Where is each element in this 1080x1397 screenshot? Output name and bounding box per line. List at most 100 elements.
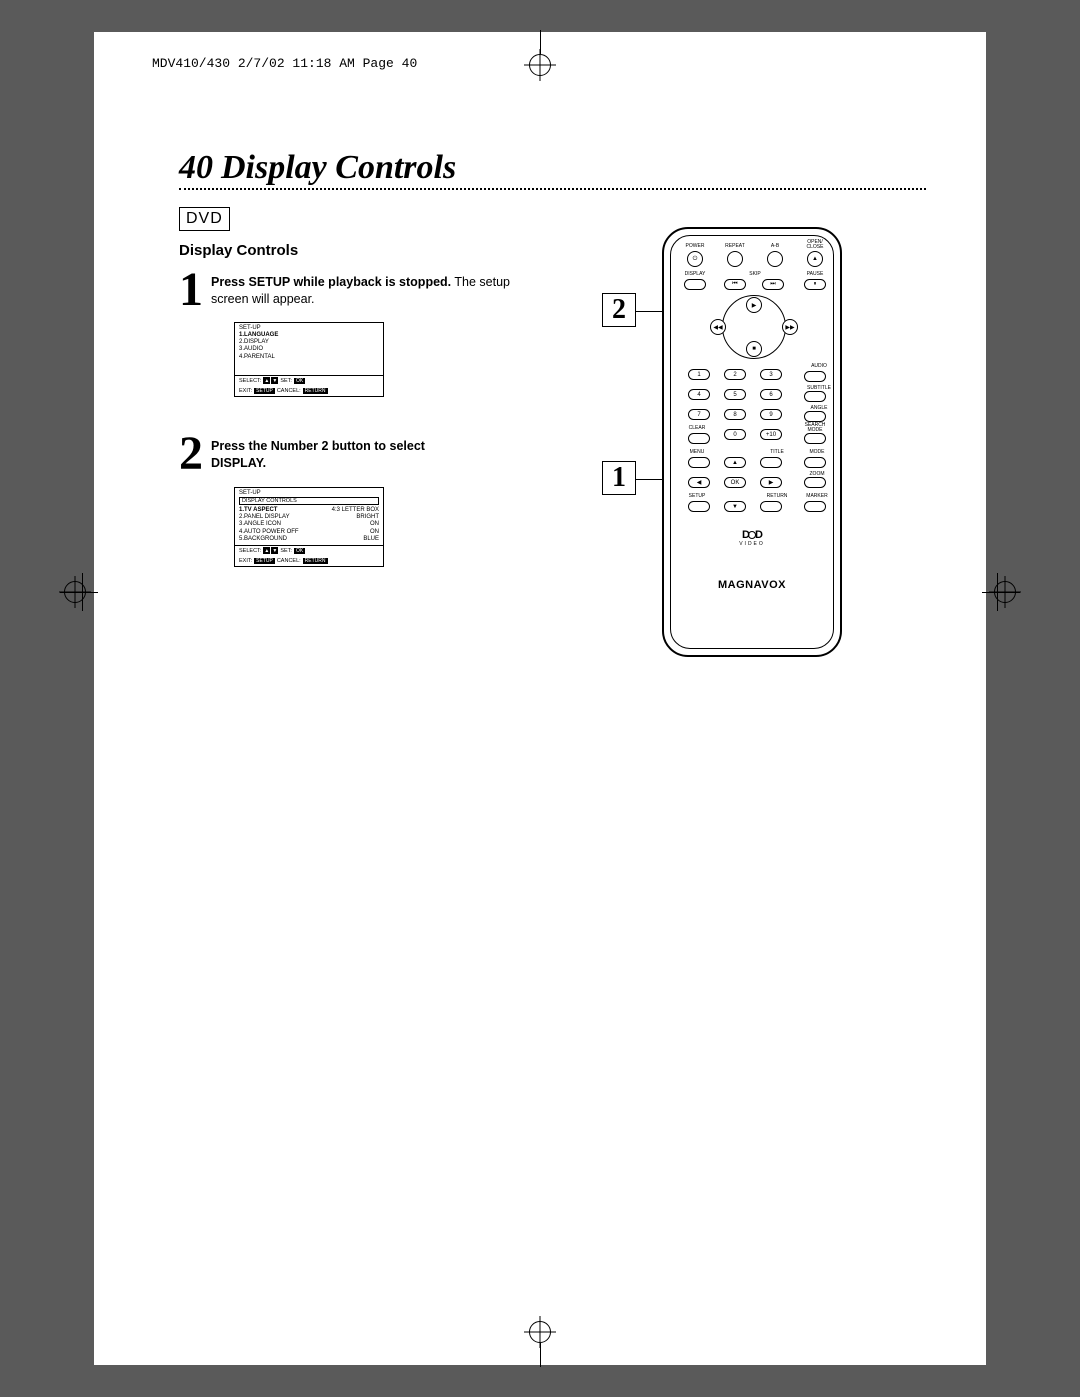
btn-label: MODE xyxy=(802,449,832,455)
ab-button[interactable] xyxy=(767,251,783,267)
stop-button[interactable]: ■ xyxy=(746,341,762,357)
num-3-button[interactable]: 3 xyxy=(760,369,782,380)
brand-label: MAGNAVOX xyxy=(664,579,840,591)
btn-label: A-B xyxy=(760,243,790,249)
osd-foot-label: SET: xyxy=(280,378,292,384)
step-bold: Press SETUP while playback is stopped. xyxy=(211,275,451,289)
display-button[interactable] xyxy=(684,279,706,290)
clear-button[interactable] xyxy=(688,433,710,444)
play-button[interactable]: ▶ xyxy=(746,297,762,313)
osd-row-label: 4.AUTO POWER OFF xyxy=(239,529,299,536)
crop-mark xyxy=(997,573,998,611)
power-button[interactable]: ⏻ xyxy=(687,251,703,267)
step-text: Press SETUP while playback is stopped. T… xyxy=(179,268,539,308)
osd-item: 2.DISPLAY xyxy=(239,339,379,346)
subtitle-button[interactable] xyxy=(804,391,826,402)
osd-footer: SELECT: ▲▼ SET: OK EXIT: SETUP CANCEL: R… xyxy=(235,375,383,396)
repeat-button[interactable] xyxy=(727,251,743,267)
osd-row-label: 2.PANEL DISPLAY xyxy=(239,514,290,521)
num-8-button[interactable]: 8 xyxy=(724,409,746,420)
manual-page: MDV410/430 2/7/02 11:18 AM Page 40 40Dis… xyxy=(94,32,986,1365)
pause-button[interactable]: ⏸ xyxy=(804,279,826,290)
osd-setup-menu: SET-UP 1.LANGUAGE 2.DISPLAY 3.AUDIO 4.PA… xyxy=(234,322,384,397)
left-button[interactable]: ◀ xyxy=(688,477,710,488)
btn-label: MENU xyxy=(682,449,712,455)
crop-mark xyxy=(82,573,83,611)
mode-button[interactable] xyxy=(804,457,826,468)
step-bold: DISPLAY. xyxy=(211,456,266,470)
btn-label: SETUP xyxy=(682,493,712,499)
skip-next-button[interactable]: ⏭ xyxy=(762,279,784,290)
num-0-button[interactable]: 0 xyxy=(724,429,746,440)
up-button[interactable]: ▲ xyxy=(724,457,746,468)
osd-display-controls: SET-UP DISPLAY CONTROLS 1.TV ASPECT4:3 L… xyxy=(234,487,384,567)
rew-button[interactable]: ◀◀ xyxy=(710,319,726,335)
num-plus10-button[interactable]: +10 xyxy=(760,429,782,440)
num-4-button[interactable]: 4 xyxy=(688,389,710,400)
angle-button[interactable] xyxy=(804,411,826,422)
osd-row-val: BLUE xyxy=(363,536,379,543)
osd-item: 1.LANGUAGE xyxy=(239,332,379,339)
print-header: MDV410/430 2/7/02 11:18 AM Page 40 xyxy=(152,56,417,71)
audio-button[interactable] xyxy=(804,371,826,382)
step-1: 1 Press SETUP while playback is stopped.… xyxy=(179,268,539,311)
step-bold: Press the Number 2 button to select xyxy=(211,439,425,453)
remote-diagram: 2 1 POWER REPEAT A-B OPEN/ CLOSE ⏻ ▲ DIS… xyxy=(624,227,854,657)
osd-body: 1.TV ASPECT4:3 LETTER BOX 2.PANEL DISPLA… xyxy=(235,506,383,544)
osd-title: SET-UP xyxy=(235,488,383,496)
btn-label: AUDIO xyxy=(804,363,834,369)
ff-button[interactable]: ▶▶ xyxy=(782,319,798,335)
osd-foot-label: SET: xyxy=(280,548,292,554)
num-9-button[interactable]: 9 xyxy=(760,409,782,420)
osd-tag: RETURN xyxy=(303,558,328,564)
search-mode-button[interactable] xyxy=(804,433,826,444)
num-7-button[interactable]: 7 xyxy=(688,409,710,420)
menu-button[interactable] xyxy=(688,457,710,468)
btn-label: TITLE xyxy=(762,449,792,455)
num-2-button[interactable]: 2 xyxy=(724,369,746,380)
marker-button[interactable] xyxy=(804,501,826,512)
setup-button[interactable] xyxy=(688,501,710,512)
page-title: 40Display Controls xyxy=(179,149,456,187)
page-number: 40 xyxy=(179,149,213,186)
osd-foot-label: EXIT: xyxy=(239,388,252,394)
callout-2: 2 xyxy=(602,293,636,327)
crop-mark xyxy=(60,592,98,593)
btn-label: OPEN/ CLOSE xyxy=(800,240,830,250)
open-close-button[interactable]: ▲ xyxy=(807,251,823,267)
osd-foot-label: SELECT: xyxy=(239,548,261,554)
registration-mark xyxy=(529,54,551,76)
skip-prev-button[interactable]: ⏮ xyxy=(724,279,746,290)
page-title-text: Display Controls xyxy=(221,149,456,186)
osd-tag: OK xyxy=(294,378,305,384)
osd-item: 4.PARENTAL xyxy=(239,354,379,361)
num-6-button[interactable]: 6 xyxy=(760,389,782,400)
right-button[interactable]: ▶ xyxy=(760,477,782,488)
btn-label: MARKER xyxy=(802,493,832,499)
registration-mark xyxy=(529,1321,551,1343)
title-button[interactable] xyxy=(760,457,782,468)
osd-title: SET-UP xyxy=(235,323,383,331)
ok-button[interactable]: OK xyxy=(724,477,746,488)
btn-label: SEARCH MODE xyxy=(800,423,830,433)
return-button[interactable] xyxy=(760,501,782,512)
crop-mark xyxy=(982,592,1020,593)
remote-body: POWER REPEAT A-B OPEN/ CLOSE ⏻ ▲ DISPLAY… xyxy=(662,227,842,657)
osd-subtitle: DISPLAY CONTROLS xyxy=(239,497,379,505)
osd-row-label: 3.ANGLE ICON xyxy=(239,521,281,528)
btn-label: DISPLAY xyxy=(680,271,710,277)
step-number: 1 xyxy=(179,268,203,311)
osd-foot-label: SELECT: xyxy=(239,378,261,384)
down-button[interactable]: ▼ xyxy=(724,501,746,512)
osd-row-val: BRIGHT xyxy=(356,514,379,521)
osd-foot-label: CANCEL: xyxy=(277,558,301,564)
osd-row-label: 5.BACKGROUND xyxy=(239,536,287,543)
osd-row-val: ON xyxy=(370,521,379,528)
num-5-button[interactable]: 5 xyxy=(724,389,746,400)
title-divider xyxy=(179,188,926,190)
osd-foot-label: CANCEL: xyxy=(277,388,301,394)
btn-label: REPEAT xyxy=(720,243,750,249)
zoom-button[interactable] xyxy=(804,477,826,488)
num-1-button[interactable]: 1 xyxy=(688,369,710,380)
osd-tag: SETUP xyxy=(254,388,275,394)
